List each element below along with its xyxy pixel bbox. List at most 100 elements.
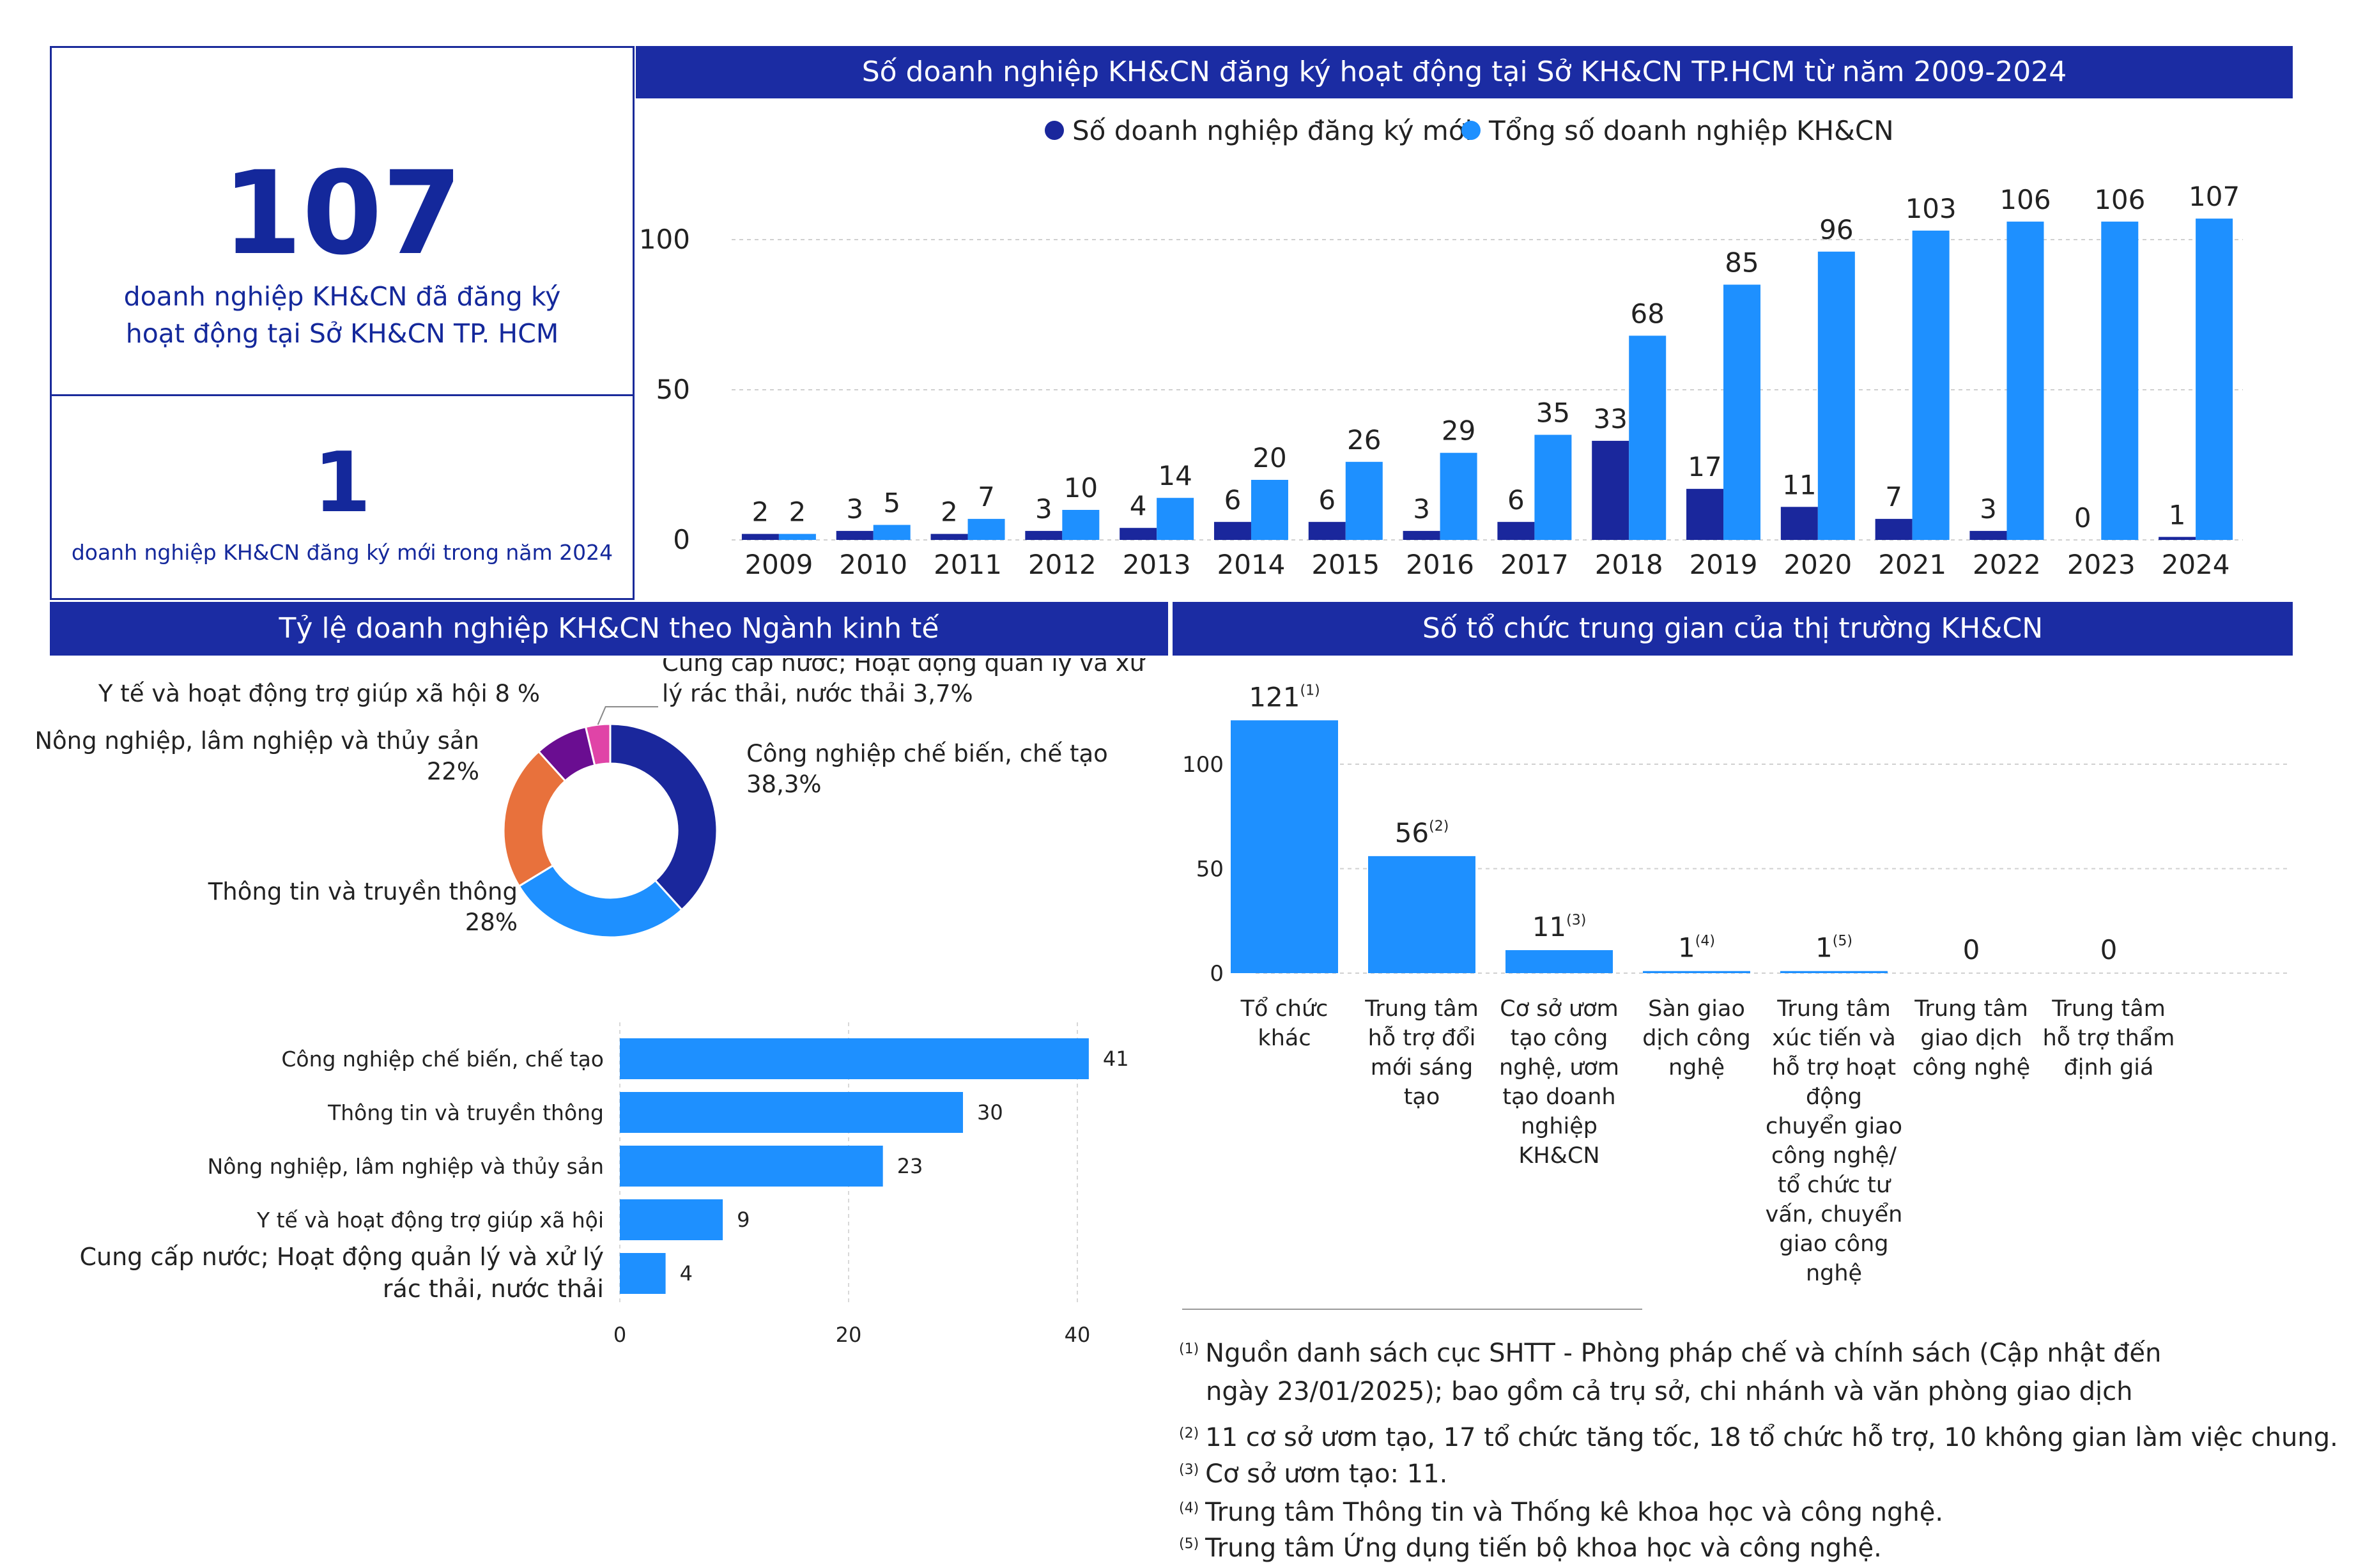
kpi-total-caption: doanh nghiệp KH&CN đã đăng ký hoạt động … [123, 281, 561, 349]
inter-bar [1643, 971, 1750, 973]
hbar-category-label: rác thải, nước thải [383, 1275, 604, 1303]
x-tick-label: 2024 [2162, 549, 2230, 580]
inter-data-label: 11(3) [1532, 911, 1587, 942]
bar-total [2006, 221, 2044, 540]
footnote-1-line-2: ngày 23/01/2025); bao gồm cả trụ sở, chi… [1206, 1377, 2133, 1406]
footnote-3: (3) Cơ sở ươm tạo: 11. [1179, 1455, 1447, 1493]
footnote-2: (2) 11 cơ sở ươm tạo, 17 tổ chức tăng tốc… [1179, 1418, 2338, 1457]
inter-category-label: vấn, chuyển [1766, 1201, 1903, 1227]
inter-data-label: 1(4) [1678, 932, 1715, 964]
inter-bar [1368, 856, 1475, 973]
footnote-5: (5) Trung tâm Ứng dụng tiến bộ khoa học v… [1179, 1529, 1882, 1567]
inter-category-label: công nghệ/ [1771, 1143, 1897, 1169]
bar-total [1534, 434, 1572, 540]
data-label-new: 3 [1035, 493, 1052, 525]
inter-data-label: 0 [2100, 934, 2118, 965]
main-chart-title: Số doanh nghiệp KH&CN đăng ký hoạt động … [636, 46, 2293, 98]
data-label-total: 68 [1630, 298, 1664, 329]
footnote-1: (1) Nguồn danh sách cục SHTT - Phòng pháp… [1179, 1334, 2161, 1411]
inter-category-label: khác [1258, 1026, 1311, 1051]
inter-category-label: hỗ trợ hoạt [1772, 1054, 1896, 1080]
bar-total [2196, 219, 2233, 540]
data-label-total: 96 [1819, 214, 1853, 245]
bar-new [836, 530, 874, 540]
donut-leader-line [597, 706, 658, 725]
hbar [620, 1092, 963, 1133]
inter-category-label: nghiệp [1521, 1114, 1598, 1139]
kpi-new-caption: doanh nghiệp KH&CN đăng ký mới trong năm… [71, 540, 613, 565]
donut-label-5: Cung cấp nước; Hoạt động quản lý và xử [662, 658, 1146, 677]
y-tick-label: 0 [673, 524, 690, 555]
sector-title: Tỷ lệ doanh nghiệp KH&CN theo Ngành kinh… [50, 602, 1168, 656]
legend-label-new: Số doanh nghiệp đăng ký mới [1072, 115, 1472, 146]
kpi-new-value: 1 [313, 434, 371, 531]
inter-category-label: nghệ, ươm [1499, 1055, 1619, 1080]
footnote-3-text: Cơ sở ươm tạo: 11. [1205, 1459, 1448, 1489]
intermediary-bar-chart: 0 50 100 121(1) Tổ chức khác 56(2) Trung tâm hỗ … [1182, 681, 2288, 1286]
sector-donut-chart: Công nghiệp chế biến, chế tạo 38,3% Thông … [35, 658, 1146, 939]
x-tick-label: 2014 [1217, 549, 1286, 580]
data-label-total: 106 [2094, 184, 2145, 215]
bar-total [1817, 251, 1855, 540]
bar-total [1345, 461, 1383, 540]
hbar-category-label: Thông tin và truyền thông [327, 1100, 604, 1125]
bar-new [1875, 519, 1913, 540]
inter-category-label: dịch công [1642, 1026, 1751, 1051]
inter-category-label: tạo doanh [1502, 1084, 1615, 1110]
bar-new [1120, 528, 1157, 540]
donut-label-1: 38,3% [746, 771, 822, 798]
data-label-new: 2 [941, 496, 958, 528]
inter-data-label: 0 [1963, 934, 1980, 965]
hbar-category-label: Nông nghiệp, lâm nghiệp và thủy sản [208, 1154, 604, 1179]
footnote-1-mark: (1) [1179, 1341, 1199, 1357]
bar-total [1723, 284, 1761, 540]
footnote-5-mark: (5) [1179, 1536, 1199, 1552]
x-tick-label: 2015 [1311, 549, 1380, 580]
hbar-value-label: 30 [977, 1100, 1003, 1125]
inter-category-label: tổ chức tư [1778, 1172, 1891, 1198]
donut-label-1: Công nghiệp chế biến, chế tạo [746, 740, 1108, 767]
inter-bar [1231, 720, 1338, 973]
data-label-total: 85 [1725, 247, 1759, 279]
kpi-total-value: 107 [222, 147, 463, 281]
bar-new [1403, 530, 1440, 540]
inter-category-label: tạo [1404, 1084, 1440, 1110]
donut-label-5: lý rác thải, nước thải 3,7% [662, 680, 973, 707]
bar-total [967, 519, 1005, 540]
data-label-new: 6 [1224, 484, 1242, 516]
inter-category-label: hỗ trợ thẩm [2043, 1025, 2175, 1051]
inter-category-label: Sàn giao [1648, 996, 1745, 1022]
inter-data-label: 1(5) [1815, 932, 1852, 964]
x-tick-label: 0 [613, 1323, 626, 1347]
x-tick-label: 2016 [1406, 549, 1474, 580]
inter-category-label: định giá [2064, 1055, 2154, 1080]
hbar-value-label: 41 [1103, 1047, 1129, 1071]
inter-category-label: Tổ chức [1240, 995, 1328, 1022]
inter-category-label: nghệ [1668, 1055, 1725, 1080]
footnote-3-mark: (3) [1179, 1462, 1199, 1478]
bar-new [1780, 507, 1818, 540]
donut-label-2: 28% [465, 909, 518, 936]
y-tick-label: 100 [639, 224, 690, 255]
inter-data-label: 56(2) [1395, 817, 1449, 849]
y-tick-label: 50 [656, 374, 690, 405]
donut-label-4: Y tế và hoạt động trợ giúp xã hội 8 % [98, 680, 540, 707]
bar-total [1251, 480, 1288, 540]
bar-total [2101, 221, 2139, 540]
legend-marker-new [1045, 121, 1064, 140]
data-label-new: 3 [1413, 493, 1430, 525]
data-label-new: 6 [1507, 484, 1525, 516]
data-label-total: 7 [978, 481, 995, 512]
data-label-new: 0 [2074, 502, 2091, 534]
hbar-value-label: 4 [680, 1261, 693, 1286]
hbar [620, 1146, 883, 1187]
footnote-4: (4) Trung tâm Thông tin và Thống kê khoa … [1179, 1493, 1943, 1532]
inter-category-label: nghệ [1806, 1261, 1862, 1286]
hbar [620, 1253, 666, 1294]
inter-category-label: Cơ sở ươm [1500, 996, 1618, 1022]
hbar-category-label: Y tế và hoạt động trợ giúp xã hội [256, 1208, 604, 1233]
inter-category-label: Trung tâm [2051, 996, 2166, 1022]
data-label-total: 103 [1906, 193, 1957, 224]
donut-label-2: Thông tin và truyền thông [208, 878, 518, 905]
hbar-category-label: Công nghiệp chế biến, chế tạo [281, 1047, 604, 1072]
